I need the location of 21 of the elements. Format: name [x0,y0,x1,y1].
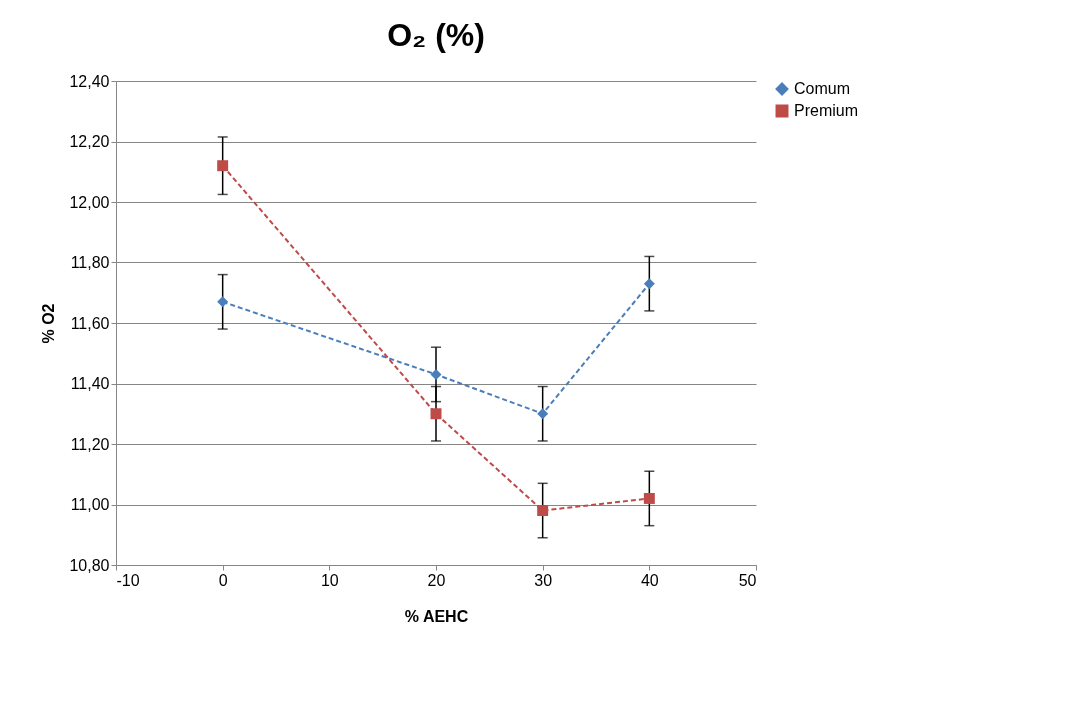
x-tick-label: 40 [640,571,659,589]
y-tick-label: 10,80 [69,556,110,574]
y-tick-label: 11,80 [70,254,110,271]
y-tick-label: 12,40 [69,72,110,90]
legend-label: Premium [794,102,859,119]
y-tick-label: 11,00 [70,496,110,513]
y-tick-label: 12,20 [69,133,110,150]
y-tick-label: 12,00 [69,193,110,211]
x-tick-label: 20 [427,571,446,589]
y-tick-label: 11,60 [70,314,110,332]
x-tick-label: 50 [738,571,757,589]
chart-title: O₂ (%) [387,17,485,53]
x-tick-label: 30 [534,571,553,589]
y-tick-label: 11,20 [70,435,110,453]
y-axis-title: % O2 [40,303,58,344]
x-axis-title: % AEHC [404,607,469,625]
x-tick-label: 0 [218,571,228,589]
legend-label: Comum [794,80,851,97]
x-tick-label: 10 [320,571,339,589]
x-tick-label: -10 [116,571,140,589]
y-tick-label: 11,40 [70,375,110,392]
